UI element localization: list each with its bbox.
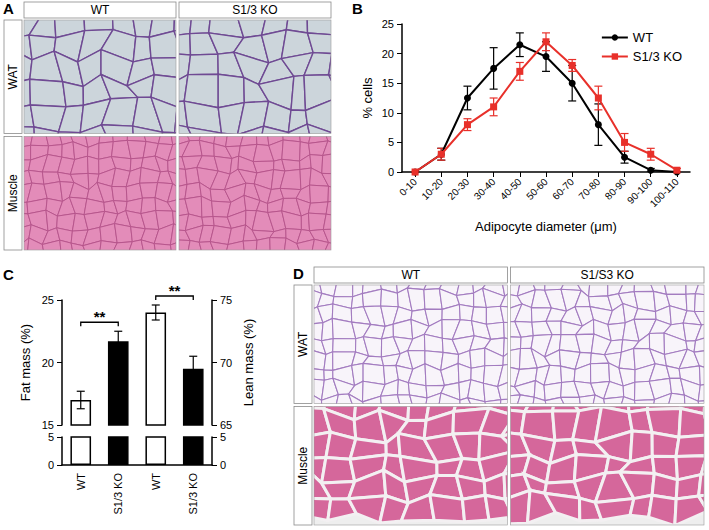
svg-text:**: ** [169, 282, 181, 299]
svg-text:30-40: 30-40 [472, 176, 498, 202]
svg-text:Muscle: Muscle [296, 446, 310, 484]
svg-text:B: B [352, 0, 363, 17]
svg-text:**: ** [94, 308, 106, 325]
svg-text:60-70: 60-70 [550, 176, 576, 202]
svg-text:0-10: 0-10 [397, 176, 419, 198]
svg-text:D: D [293, 265, 304, 282]
svg-text:S1/S3 KO: S1/S3 KO [581, 268, 634, 282]
svg-text:0: 0 [48, 459, 54, 471]
svg-text:S1/3 KO: S1/3 KO [112, 473, 124, 515]
svg-text:70: 70 [220, 357, 232, 369]
svg-text:50-60: 50-60 [524, 176, 550, 202]
svg-text:WT: WT [150, 473, 162, 490]
svg-text:WAT: WAT [296, 331, 310, 357]
svg-text:100-110: 100-110 [648, 176, 681, 209]
svg-text:20: 20 [382, 48, 394, 60]
svg-text:WT: WT [401, 268, 420, 282]
svg-text:S1/3 KO: S1/3 KO [187, 473, 199, 515]
svg-text:90-100: 90-100 [624, 176, 655, 206]
svg-text:WT: WT [91, 3, 110, 17]
svg-text:70-80: 70-80 [576, 176, 602, 202]
svg-text:% cells: % cells [360, 77, 375, 119]
svg-text:0: 0 [388, 166, 394, 178]
svg-text:WT: WT [633, 30, 653, 45]
svg-text:15: 15 [42, 419, 54, 431]
svg-text:10-20: 10-20 [419, 176, 445, 202]
svg-text:0: 0 [220, 459, 226, 471]
svg-text:WT: WT [75, 473, 87, 490]
svg-text:25: 25 [382, 18, 394, 30]
svg-text:15: 15 [382, 77, 394, 89]
svg-text:25: 25 [42, 294, 54, 306]
svg-text:5: 5 [388, 136, 394, 148]
svg-text:Fat mass (%): Fat mass (%) [18, 324, 33, 401]
svg-text:Lean mass (%): Lean mass (%) [241, 319, 256, 406]
svg-text:65: 65 [220, 419, 232, 431]
svg-text:S1/3 KO: S1/3 KO [633, 49, 682, 64]
svg-text:5: 5 [48, 431, 54, 443]
svg-text:20-30: 20-30 [446, 176, 472, 202]
svg-text:S1/3 KO: S1/3 KO [232, 3, 277, 17]
svg-text:80-90: 80-90 [602, 176, 629, 202]
svg-text:40-50: 40-50 [498, 176, 524, 202]
svg-text:Muscle: Muscle [6, 174, 20, 212]
svg-text:10: 10 [382, 107, 394, 119]
svg-text:Adipocyte diameter (μm): Adipocyte diameter (μm) [475, 219, 617, 234]
svg-text:5: 5 [220, 431, 226, 443]
svg-text:20: 20 [42, 357, 54, 369]
svg-text:WAT: WAT [6, 63, 20, 89]
svg-text:C: C [3, 266, 14, 283]
svg-text:75: 75 [220, 294, 232, 306]
svg-text:A: A [3, 0, 14, 17]
